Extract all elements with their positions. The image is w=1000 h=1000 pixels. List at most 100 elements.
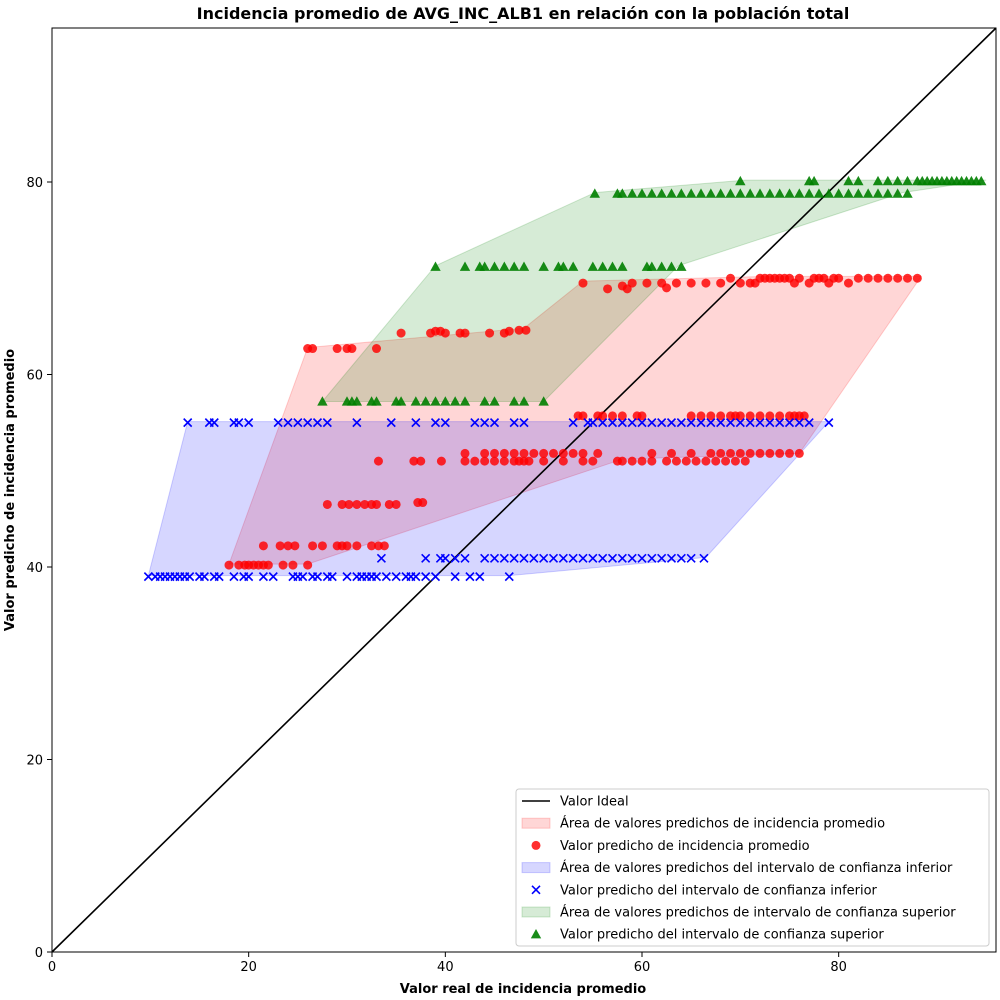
data-point-s1 [686, 418, 696, 428]
data-point-s1 [258, 572, 268, 582]
data-point-s2 [725, 188, 736, 198]
data-point-s1 [765, 418, 775, 428]
data-point-s0 [662, 283, 672, 293]
data-point-s2 [853, 188, 864, 198]
data-point-s0 [578, 278, 588, 288]
data-point-s1 [676, 553, 686, 563]
data-point-s0 [396, 328, 406, 338]
data-point-s2 [656, 188, 667, 198]
data-point-s0 [765, 448, 775, 458]
data-point-s1 [578, 553, 588, 563]
data-point-s1 [657, 418, 667, 428]
data-point-s0 [765, 411, 775, 421]
data-point-s1 [607, 553, 618, 563]
data-point-s1 [480, 418, 490, 428]
data-point-s2 [410, 396, 422, 406]
data-point-s0 [799, 411, 809, 421]
legend-box [515, 788, 990, 947]
data-point-s0 [514, 325, 524, 335]
ideal-line [51, 27, 997, 953]
legend-handle-area [521, 906, 551, 918]
data-point-s1 [745, 418, 755, 428]
data-point-s1 [475, 572, 485, 582]
data-point-s0 [716, 278, 726, 288]
data-point-s0 [322, 499, 332, 509]
legend-handle-area [521, 817, 551, 829]
data-point-s2 [813, 188, 825, 198]
data-point-s2 [518, 396, 530, 406]
data-point-s2 [843, 175, 854, 186]
data-point-s1 [568, 553, 578, 563]
data-point-s2 [518, 261, 530, 271]
data-point-s1 [312, 418, 323, 428]
data-point-s2 [976, 175, 987, 186]
data-point-s0 [730, 456, 740, 466]
data-point-s1 [183, 418, 193, 428]
data-point-s0 [755, 448, 765, 458]
data-point-s0 [379, 541, 389, 551]
data-point-s0 [711, 456, 721, 466]
data-point-s0 [347, 344, 357, 354]
data-point-s2 [420, 396, 431, 406]
y-axis-ticks: 0 20 40 60 80 [26, 176, 52, 961]
data-point-s0 [480, 456, 490, 466]
data-point-s1 [244, 572, 254, 582]
data-point-s2 [685, 188, 697, 198]
data-point-s0 [558, 448, 568, 458]
y-axis-label: Valor predicho de incidencia promedio [3, 349, 18, 631]
data-point-s1 [421, 553, 431, 563]
data-point-s1 [465, 572, 475, 582]
data-point-s0 [873, 273, 883, 283]
data-point-s2 [430, 396, 441, 406]
data-point-s0 [671, 456, 681, 466]
data-point-s1 [519, 553, 529, 563]
data-point-s2 [833, 188, 844, 198]
legend-handle-marker [530, 929, 542, 939]
data-point-s2 [646, 261, 658, 271]
data-point-s1 [342, 572, 352, 582]
data-point-s0 [367, 541, 377, 551]
data-point-s2 [902, 175, 913, 186]
y-tick-label: 40 [26, 561, 43, 576]
data-point-s0 [853, 273, 863, 283]
data-point-s0 [863, 273, 873, 283]
data-point-s1 [647, 553, 657, 563]
data-point-s0 [509, 448, 519, 458]
data-point-s2 [508, 396, 520, 406]
data-point-s0 [460, 456, 470, 466]
data-point-s1 [676, 418, 686, 428]
data-point-s0 [691, 456, 701, 466]
data-point-s0 [504, 326, 514, 336]
data-point-s0 [608, 411, 617, 421]
data-point-s1 [470, 418, 480, 428]
data-point-s2 [587, 261, 599, 271]
data-point-s0 [337, 499, 347, 509]
data-point-s0 [637, 456, 647, 466]
data-point-s2 [395, 396, 407, 406]
data-point-s0 [588, 456, 598, 466]
data-point-s2 [902, 188, 913, 198]
data-point-s0 [701, 456, 711, 466]
data-point-s1 [598, 418, 608, 428]
data-point-s2 [656, 261, 667, 271]
data-point-s0 [490, 456, 499, 466]
data-point-s1 [244, 418, 254, 428]
data-point-s2 [872, 175, 884, 186]
data-point-s2 [538, 261, 549, 271]
data-point-s0 [352, 499, 362, 509]
data-point-s1 [686, 553, 696, 563]
data-point-s1 [450, 572, 460, 582]
data-point-s0 [499, 456, 509, 466]
data-point-s0 [745, 448, 755, 458]
data-point-s0 [834, 273, 844, 283]
data-point-s0 [224, 560, 234, 570]
legend: Valor Ideal Área de valores predichos de … [515, 788, 990, 947]
data-point-s1 [539, 553, 549, 563]
data-point-s1 [143, 572, 153, 582]
data-point-s0 [627, 456, 637, 466]
data-point-s2 [892, 175, 903, 186]
data-point-s2 [666, 188, 677, 198]
area-2 [321, 179, 987, 402]
data-point-s2 [626, 188, 638, 198]
data-point-s1 [607, 418, 618, 428]
